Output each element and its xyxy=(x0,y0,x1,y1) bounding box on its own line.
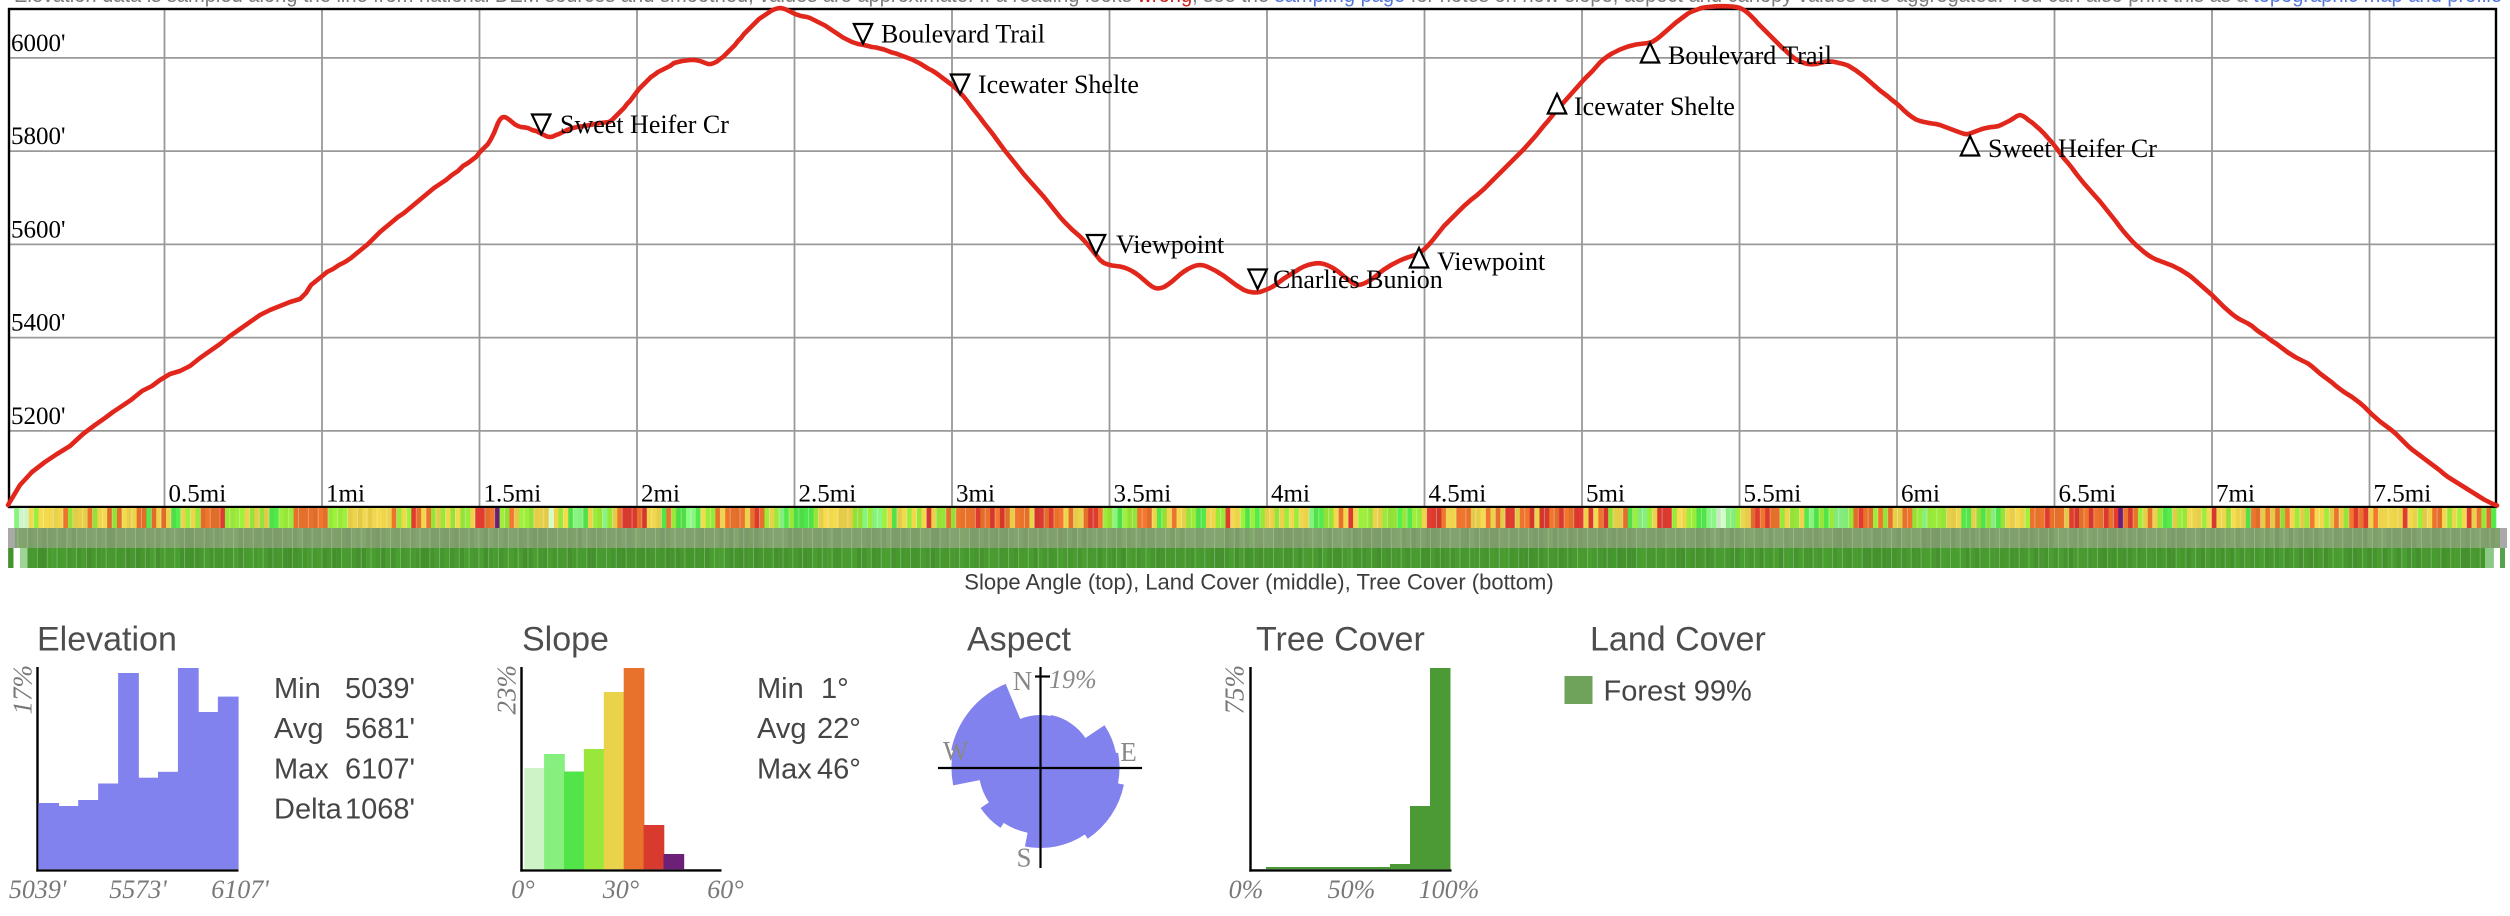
svg-text:5600': 5600' xyxy=(11,217,66,244)
svg-text:6107': 6107' xyxy=(345,753,415,785)
svg-text:46°: 46° xyxy=(817,753,861,785)
svg-text:Forest 99%: Forest 99% xyxy=(1604,676,1752,708)
svg-text:100%: 100% xyxy=(1419,875,1480,904)
svg-text:60°: 60° xyxy=(707,875,743,904)
svg-text:17%: 17% xyxy=(8,665,38,715)
svg-text:22°: 22° xyxy=(817,713,861,745)
svg-text:3mi: 3mi xyxy=(956,481,995,508)
svg-text:E: E xyxy=(1120,737,1137,767)
svg-text:5681': 5681' xyxy=(345,713,415,745)
svg-text:Max: Max xyxy=(757,753,812,785)
svg-text:S: S xyxy=(1016,843,1031,873)
svg-text:Max: Max xyxy=(274,753,329,785)
svg-text:Avg: Avg xyxy=(274,713,323,745)
svg-text:Sweet Heifer Cr: Sweet Heifer Cr xyxy=(560,110,729,139)
svg-text:Tree Cover: Tree Cover xyxy=(1256,621,1425,659)
svg-text:7.5mi: 7.5mi xyxy=(2374,481,2432,508)
svg-text:Elevation data is sampled alon: Elevation data is sampled along the line… xyxy=(14,0,2502,7)
svg-text:4.5mi: 4.5mi xyxy=(1429,481,1487,508)
svg-text:Slope: Slope xyxy=(522,621,609,659)
svg-text:0%: 0% xyxy=(1229,875,1264,904)
svg-text:1°: 1° xyxy=(821,673,849,705)
svg-text:23%: 23% xyxy=(492,665,522,715)
svg-text:5.5mi: 5.5mi xyxy=(1744,481,1802,508)
svg-text:7mi: 7mi xyxy=(2216,481,2255,508)
svg-text:5039': 5039' xyxy=(9,875,67,904)
svg-text:1068': 1068' xyxy=(345,794,415,826)
svg-text:6107': 6107' xyxy=(211,875,269,904)
svg-text:3.5mi: 3.5mi xyxy=(1114,481,1172,508)
svg-text:Min: Min xyxy=(274,673,321,705)
svg-text:W: W xyxy=(943,736,969,766)
svg-text:Sweet Heifer Cr: Sweet Heifer Cr xyxy=(1988,134,2157,163)
svg-text:N: N xyxy=(1013,666,1033,696)
svg-text:Elevation: Elevation xyxy=(37,621,177,659)
svg-text:2mi: 2mi xyxy=(641,481,680,508)
svg-text:Land Cover: Land Cover xyxy=(1590,621,1766,659)
svg-text:75%: 75% xyxy=(1220,665,1250,715)
svg-text:1.5mi: 1.5mi xyxy=(484,481,542,508)
svg-text:0°: 0° xyxy=(511,875,534,904)
svg-text:6.5mi: 6.5mi xyxy=(2059,481,2117,508)
svg-text:Charlies Bunion: Charlies Bunion xyxy=(1273,265,1443,294)
svg-text:Boulevard Trail: Boulevard Trail xyxy=(1668,41,1832,70)
svg-text:Viewpoint: Viewpoint xyxy=(1437,247,1546,276)
svg-text:50%: 50% xyxy=(1328,875,1376,904)
svg-text:5039': 5039' xyxy=(345,673,415,705)
svg-text:Boulevard Trail: Boulevard Trail xyxy=(881,20,1045,49)
svg-text:5mi: 5mi xyxy=(1586,481,1625,508)
svg-text:6mi: 6mi xyxy=(1901,481,1940,508)
svg-text:1mi: 1mi xyxy=(326,481,365,508)
svg-text:5800': 5800' xyxy=(11,123,66,150)
svg-text:19%: 19% xyxy=(1049,665,1097,694)
svg-text:Viewpoint: Viewpoint xyxy=(1116,230,1225,259)
svg-text:5573': 5573' xyxy=(109,875,167,904)
svg-text:5400': 5400' xyxy=(11,310,66,337)
svg-text:2.5mi: 2.5mi xyxy=(799,481,857,508)
svg-text:Avg: Avg xyxy=(757,713,806,745)
svg-text:5200': 5200' xyxy=(11,403,66,430)
svg-text:Icewater Shelte: Icewater Shelte xyxy=(1574,92,1735,121)
svg-text:0.5mi: 0.5mi xyxy=(169,481,227,508)
svg-text:30°: 30° xyxy=(602,875,639,904)
svg-text:Slope Angle (top), Land Cover: Slope Angle (top), Land Cover (middle), … xyxy=(964,570,1553,595)
svg-text:Icewater Shelte: Icewater Shelte xyxy=(978,70,1139,99)
svg-text:Delta: Delta xyxy=(274,794,343,826)
svg-text:Min: Min xyxy=(757,673,804,705)
svg-text:Aspect: Aspect xyxy=(967,621,1071,659)
svg-text:4mi: 4mi xyxy=(1271,481,1310,508)
svg-text:6000': 6000' xyxy=(11,30,66,57)
